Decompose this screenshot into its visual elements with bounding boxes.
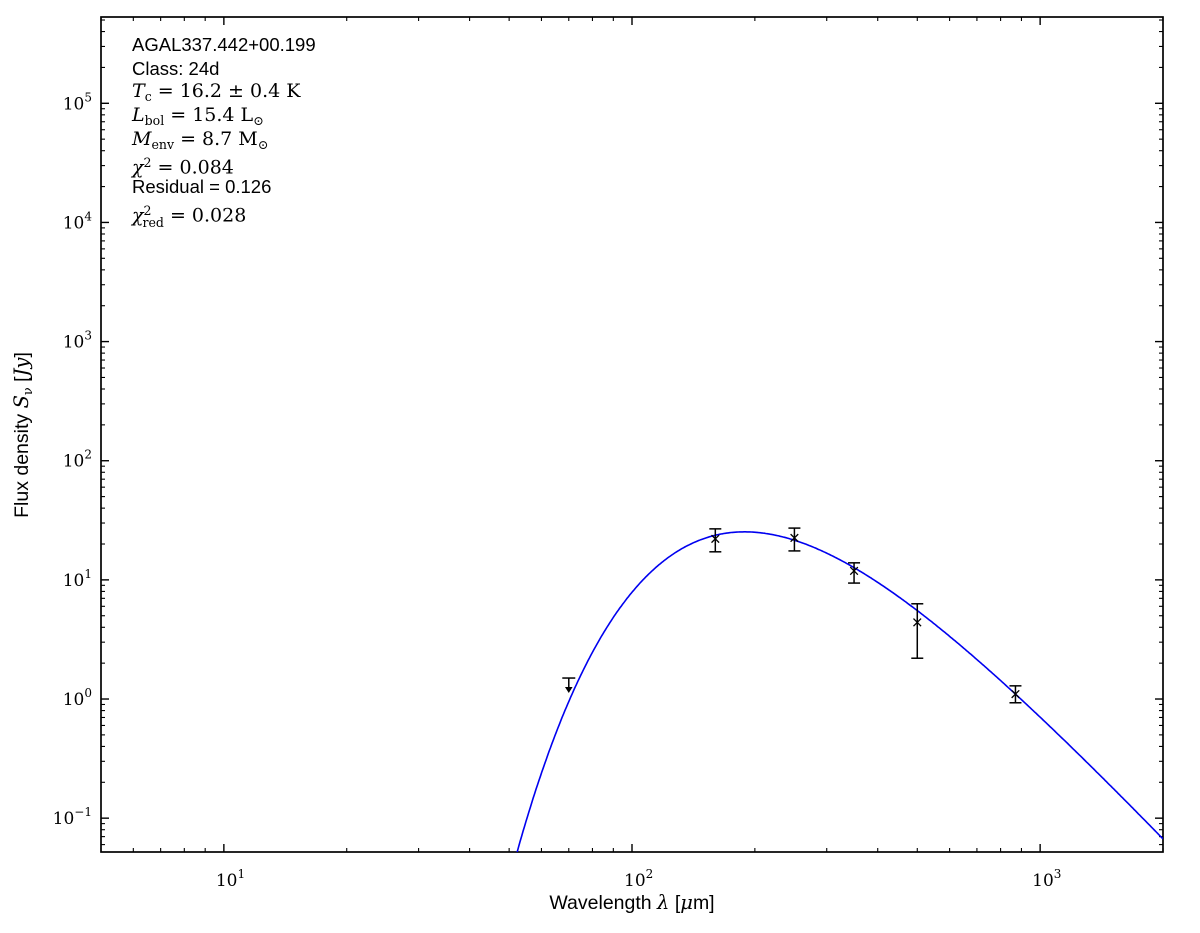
svg-text:103: 103 <box>1032 867 1061 891</box>
annotation-line: AGAL337.442+00.199 <box>132 34 316 55</box>
upper-limit-marker <box>562 677 576 694</box>
annotation-line: χ2red = 0.028 <box>132 202 247 230</box>
y-axis-label: Flux density Sν [Jy] <box>10 352 36 518</box>
svg-text:103: 103 <box>63 329 92 353</box>
data-point <box>1009 685 1022 704</box>
svg-text:105: 105 <box>63 90 92 114</box>
svg-text:101: 101 <box>63 567 92 591</box>
data-point <box>788 527 801 552</box>
annotation-line: Residual = 0.126 <box>132 176 272 198</box>
svg-text:102: 102 <box>624 867 653 891</box>
svg-text:104: 104 <box>63 209 93 233</box>
x-axis-label: Wavelength λ [μm] <box>549 891 715 914</box>
annotation-line: χ2 = 0.084 <box>132 155 234 179</box>
fit-parameters-annotation: AGAL337.442+00.199 Class: 24d Tc = 16.2 ± … <box>132 33 316 230</box>
svg-text:100: 100 <box>63 686 92 710</box>
data-point <box>709 528 722 553</box>
axis-ticks <box>100 17 1164 852</box>
greybody-fit-curve <box>516 531 1163 852</box>
annotation-line: Tc = 16.2 ± 0.4 K <box>132 80 301 105</box>
annotation-line: Menv = 8.7 M⊙ <box>132 127 269 152</box>
data-point <box>848 562 861 584</box>
annotation-line: Class: 24d <box>132 57 220 79</box>
annotation-line: Lbol = 15.4 L⊙ <box>132 104 264 128</box>
svg-text:101: 101 <box>216 867 245 891</box>
data-points <box>562 527 1022 704</box>
tick-labels: 101 102 103 10−1 100 101 102 103 104 105 <box>53 90 1062 891</box>
data-point <box>911 603 924 659</box>
svg-text:10−1: 10−1 <box>53 805 92 829</box>
svg-text:102: 102 <box>63 448 92 472</box>
